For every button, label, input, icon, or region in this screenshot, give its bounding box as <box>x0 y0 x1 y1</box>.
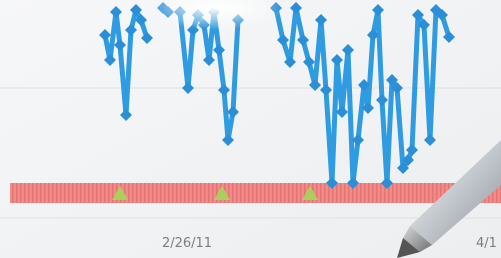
range-band <box>10 183 501 203</box>
photo: 2/26/11 4/1 <box>0 0 501 258</box>
x-label: 2/26/11 <box>162 236 212 251</box>
x-label: 4/1 <box>476 236 497 251</box>
